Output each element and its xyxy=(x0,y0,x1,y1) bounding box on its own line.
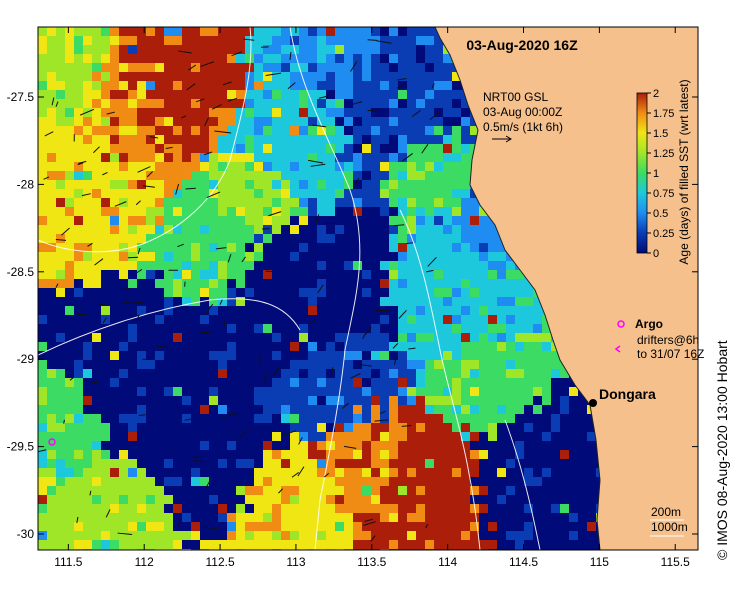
contour-1000m-label: 1000m xyxy=(651,520,688,534)
x-tick-label: 111.5 xyxy=(54,555,83,569)
colorbar-tick-label: 0.5 xyxy=(653,208,668,220)
y-tick-label: -29 xyxy=(17,352,35,366)
map-area xyxy=(38,27,698,550)
colorbar-tick-label: 0 xyxy=(653,248,659,260)
coastline xyxy=(434,27,601,550)
x-tick-label: 115.5 xyxy=(661,555,690,569)
argo-float-marker xyxy=(48,438,56,446)
current-scale-label: 0.5m/s (1kt 6h) xyxy=(483,120,563,134)
colorbar-tick-label: 0.75 xyxy=(653,188,674,200)
sst-pixel-field xyxy=(38,27,605,550)
x-tick-label: 113.5 xyxy=(357,555,386,569)
bathymetry-contours xyxy=(38,27,541,550)
colorbar-tick-label: 1.25 xyxy=(653,148,674,160)
current-scale-arrow xyxy=(492,135,512,143)
x-tick-label: 113 xyxy=(286,555,305,569)
colorbar-tick-label: 1 xyxy=(653,168,659,180)
land-mass xyxy=(435,27,698,550)
y-tick-label: -28 xyxy=(17,177,35,191)
colorbar-tick-label: 2 xyxy=(653,88,659,100)
drifter-legend-label: drifters@6h xyxy=(637,333,699,347)
x-tick-label: 114.5 xyxy=(509,555,538,569)
colorbar-tick-label: 1.5 xyxy=(653,128,668,140)
x-tick-label: 112 xyxy=(135,555,154,569)
y-tick-label: -27.5 xyxy=(7,90,35,104)
map-title: 03-Aug-2020 16Z xyxy=(466,37,578,53)
colorbar xyxy=(636,92,648,254)
x-tick-label: 112.5 xyxy=(205,555,234,569)
colorbar-tick-label: 0.25 xyxy=(653,228,674,240)
x-tick-label: 115 xyxy=(590,555,609,569)
argo-legend-label: Argo xyxy=(635,317,663,331)
current-time-label: 03-Aug 00:00Z xyxy=(483,105,562,119)
y-tick-label: -28.5 xyxy=(7,265,35,279)
y-axis: -27.5 -28 -28.5 -29 -29.5 -30 xyxy=(7,90,698,541)
current-vectors xyxy=(38,38,440,542)
drifter-legend-icon xyxy=(614,345,621,353)
current-source-label: NRT00 GSL xyxy=(483,90,548,104)
x-axis: 111.5 112 112.5 113 113.5 114 114.5 115 115.5 xyxy=(54,27,690,569)
map-frame xyxy=(37,26,699,551)
dongara-label: Dongara xyxy=(599,386,656,402)
drifter-legend-date: to 31/07 16Z xyxy=(637,347,704,361)
x-tick-label: 114 xyxy=(438,555,457,569)
y-tick-label: -30 xyxy=(17,527,35,541)
imos-credit: © IMOS 08-Aug-2020 13:00 Hobart xyxy=(714,340,730,560)
y-tick-label: -29.5 xyxy=(7,440,35,454)
dongara-marker xyxy=(589,399,597,407)
contour-200m-label: 200m xyxy=(651,505,681,519)
colorbar-tick-label: 1.75 xyxy=(653,108,674,120)
argo-legend-icon xyxy=(617,320,625,328)
colorbar-ticks: 0 0.25 0.5 0.75 1 1.25 1.5 1.75 2 xyxy=(647,88,674,260)
colorbar-label: Age (days) of filled SST (wrt latest) xyxy=(677,79,691,264)
